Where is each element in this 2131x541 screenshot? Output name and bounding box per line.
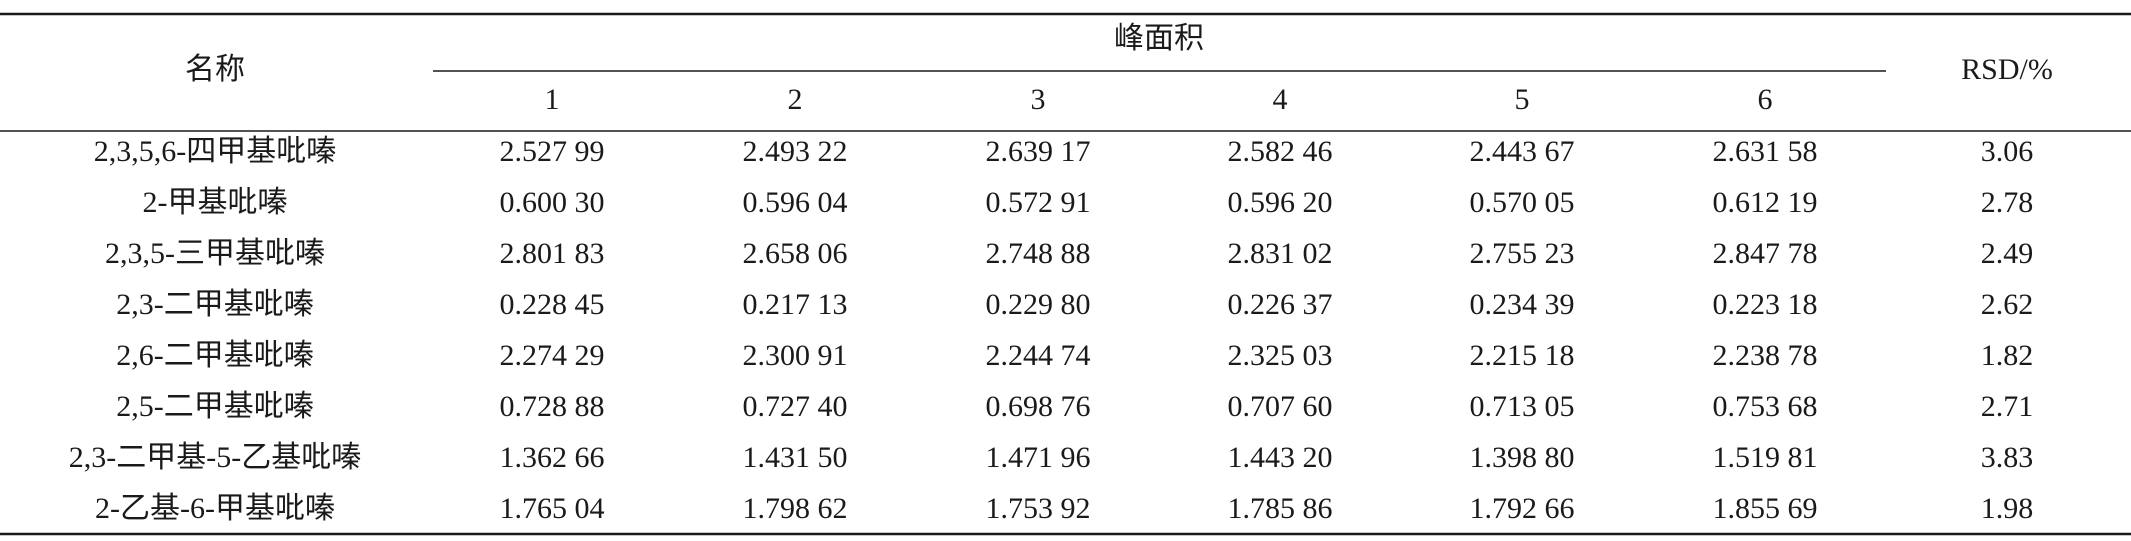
cell: 1.98 (1981, 492, 2034, 525)
cell: 1.798 62 (743, 492, 848, 525)
cell: 1.398 80 (1470, 441, 1575, 474)
header-column: 4 (1273, 83, 1288, 116)
cell: 1.792 66 (1470, 492, 1575, 525)
cell: 1.443 20 (1228, 441, 1333, 474)
cell: 0.727 40 (743, 390, 848, 423)
cell: 3.83 (1981, 441, 2034, 474)
cell: 0.713 05 (1470, 390, 1575, 423)
cell: 2.527 99 (500, 135, 605, 168)
row-name: 2,3,5-三甲基吡嗪 (105, 237, 325, 270)
cell: 2.49 (1981, 237, 2034, 270)
cell: 0.229 80 (986, 288, 1091, 321)
cell: 2.62 (1981, 288, 2034, 321)
cell: 1.753 92 (986, 492, 1091, 525)
cell: 0.234 39 (1470, 288, 1575, 321)
cell: 2.71 (1981, 390, 2034, 423)
row-name: 2,5-二甲基吡嗪 (116, 390, 314, 423)
cell: 1.471 96 (986, 441, 1091, 474)
header-column: 2 (788, 83, 803, 116)
cell: 2.244 74 (986, 339, 1091, 372)
cell: 2.631 58 (1713, 135, 1818, 168)
cell: 1.785 86 (1228, 492, 1333, 525)
header-column: 3 (1031, 83, 1046, 116)
cell: 2.78 (1981, 186, 2034, 219)
cell: 2.748 88 (986, 237, 1091, 270)
cell: 0.698 76 (986, 390, 1091, 423)
cell: 1.855 69 (1713, 492, 1818, 525)
cell: 2.215 18 (1470, 339, 1575, 372)
header-column: 5 (1515, 83, 1530, 116)
cell: 2.847 78 (1713, 237, 1818, 270)
header-rsd: RSD/% (1961, 53, 2053, 86)
cell: 2.831 02 (1228, 237, 1333, 270)
cell: 0.612 19 (1713, 186, 1818, 219)
cell: 0.707 60 (1228, 390, 1333, 423)
cell: 1.431 50 (743, 441, 848, 474)
cell: 1.362 66 (500, 441, 605, 474)
cell: 0.596 20 (1228, 186, 1333, 219)
cell: 1.519 81 (1713, 441, 1818, 474)
row-name: 2,3-二甲基-5-乙基吡嗪 (69, 441, 361, 474)
cell: 0.217 13 (743, 288, 848, 321)
cell: 0.728 88 (500, 390, 605, 423)
cell: 2.325 03 (1228, 339, 1333, 372)
cell: 0.600 30 (500, 186, 605, 219)
cell: 2.300 91 (743, 339, 848, 372)
row-name: 2,3-二甲基吡嗪 (116, 288, 314, 321)
cell: 1.765 04 (500, 492, 605, 525)
row-name: 2,6-二甲基吡嗪 (116, 339, 314, 372)
cell: 0.753 68 (1713, 390, 1818, 423)
row-name: 2-甲基吡嗪 (143, 186, 288, 219)
cell: 0.223 18 (1713, 288, 1818, 321)
cell: 0.572 91 (986, 186, 1091, 219)
cell: 2.274 29 (500, 339, 605, 372)
row-name: 2,3,5,6-四甲基吡嗪 (94, 135, 337, 168)
cell: 2.238 78 (1713, 339, 1818, 372)
cell: 0.226 37 (1228, 288, 1333, 321)
cell: 2.801 83 (500, 237, 605, 270)
header-column: 6 (1758, 83, 1773, 116)
cell: 2.755 23 (1470, 237, 1575, 270)
cell: 1.82 (1981, 339, 2034, 372)
header-name: 名称 (185, 53, 245, 86)
cell: 0.228 45 (500, 288, 605, 321)
cell: 2.582 46 (1228, 135, 1333, 168)
cell: 2.639 17 (986, 135, 1091, 168)
row-name: 2-乙基-6-甲基吡嗪 (95, 492, 335, 525)
cell: 3.06 (1981, 135, 2034, 168)
header-group: 峰面积 (1114, 22, 1204, 55)
cell: 0.596 04 (743, 186, 848, 219)
cell: 2.658 06 (743, 237, 848, 270)
cell: 2.493 22 (743, 135, 848, 168)
header-column: 1 (545, 83, 560, 116)
cell: 2.443 67 (1470, 135, 1575, 168)
cell: 0.570 05 (1470, 186, 1575, 219)
